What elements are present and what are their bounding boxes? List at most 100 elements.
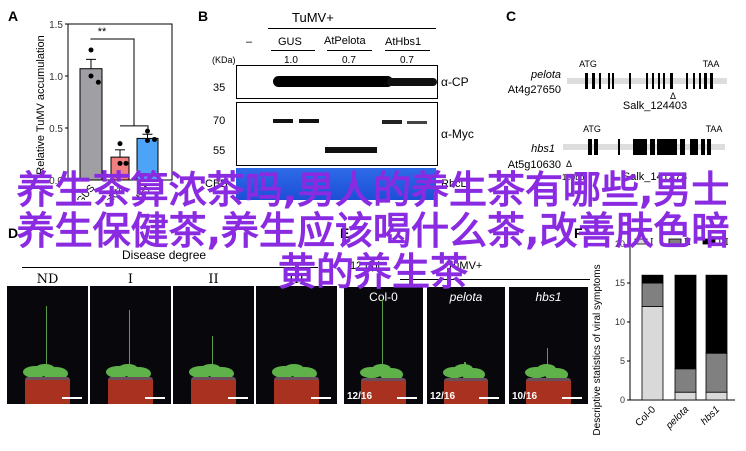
- pelota-locus: At4g27650: [508, 84, 561, 96]
- panel-label-f: F: [574, 225, 583, 241]
- data-point: [117, 160, 123, 166]
- blot-cbb-stain: [236, 168, 436, 200]
- header-line: [400, 279, 590, 280]
- panel-label-a: A: [8, 8, 19, 24]
- hbs1-stop: TAA: [706, 124, 723, 134]
- bar-segment-hbs1-I: [705, 391, 728, 401]
- bar-segment-hbs1-II: [705, 352, 728, 393]
- significance-label: **: [98, 26, 107, 38]
- antibody-cp: α-CP: [441, 75, 469, 89]
- stain-rbcl: RbcL: [441, 178, 467, 190]
- y-tick-label: 15: [615, 278, 625, 288]
- blot-cp: [236, 65, 438, 99]
- hbs1-name: hbs1: [531, 143, 555, 155]
- bar-segment-pelota-I: [674, 391, 697, 401]
- ratio-athbs1: 0.7: [400, 55, 414, 66]
- data-point: [88, 47, 94, 53]
- bar-segment-pelota-III: [674, 274, 697, 370]
- genotype-label: pelota: [449, 290, 483, 304]
- dpi-label: 12 dpi: [350, 260, 380, 272]
- x-tick-label: Col-0: [633, 404, 658, 429]
- hbs1-extra: 180bp: [562, 173, 585, 182]
- significance-bracket: [90, 38, 149, 133]
- hbs1-locus: At5g10630: [508, 159, 561, 171]
- kda-label: (KDa): [212, 55, 236, 65]
- genotype-label: Col-0: [369, 290, 398, 304]
- genotype-label: hbs1: [535, 290, 562, 304]
- hbs1-start: ATG: [583, 124, 601, 134]
- lane-minus: –: [246, 36, 253, 48]
- y-tick-label: 0: [620, 395, 625, 405]
- bar-segment-pelota-II: [674, 368, 697, 393]
- degree-label: I: [127, 272, 134, 287]
- svg-text:Δ: Δ: [670, 91, 676, 101]
- data-point: [145, 137, 150, 143]
- legend-swatch: [634, 238, 648, 245]
- plant-photo-pelota: pelota 12/16: [427, 287, 505, 404]
- pelota-insert: Salk_124403: [623, 100, 687, 112]
- disease-degree-title: Disease degree: [122, 248, 207, 262]
- plant-photo-hbs1: hbs1 10/16: [509, 287, 588, 404]
- plant-photo-ii: [173, 286, 254, 404]
- scale-bar: [311, 397, 331, 399]
- y-axis-label: Descriptive statistics of viral symptoms: [592, 264, 603, 435]
- lane-athbs1: AtHbs1: [385, 36, 422, 48]
- panel-label-c: C: [506, 8, 517, 24]
- legend-swatch: [702, 238, 716, 245]
- ratio-gus: 1.0: [284, 55, 298, 66]
- marker-35: 35: [213, 82, 226, 94]
- degree-label: II: [208, 272, 219, 287]
- scale-bar: [62, 397, 82, 399]
- bar-segment-hbs1-III: [705, 274, 728, 354]
- pelota-name: pelota: [530, 69, 561, 81]
- lane-atpelota: AtPelota: [324, 35, 366, 47]
- pot: [190, 377, 237, 404]
- data-point: [95, 79, 101, 85]
- panel-f-stacked-bar-chart: Descriptive statistics of viral symptoms…: [592, 238, 735, 436]
- pot: [24, 377, 71, 404]
- ratio-atpelota: 0.7: [342, 55, 356, 66]
- data-point: [123, 160, 129, 166]
- x-tick-label: hbs1: [699, 404, 722, 427]
- plant-photo-col-0: Col-0 12/16: [344, 287, 423, 404]
- ratio-label: 10/16: [512, 391, 538, 402]
- panel-label-b: B: [198, 8, 209, 24]
- pelota-stop: TAA: [703, 59, 720, 69]
- y-tick-label: 20: [615, 239, 625, 249]
- scale-bar: [562, 397, 582, 399]
- x-tick-label: pelota: [663, 404, 691, 432]
- pot: [107, 377, 154, 404]
- y-tick-label: 5: [620, 356, 625, 366]
- pot: [444, 377, 488, 404]
- pot: [361, 377, 406, 404]
- panel-label-e: E: [340, 225, 350, 241]
- plant-photo-iii: [256, 286, 337, 404]
- ratio-label: 12/16: [430, 391, 456, 402]
- data-point: [88, 73, 94, 79]
- y-axis-label: Relative TuMV accumulation: [35, 35, 47, 174]
- panel-a-bar-chart: Relative TuMV accumulation ** 0.0 0.5 1.0 1…: [35, 20, 173, 200]
- blot-myc: [236, 102, 438, 166]
- marker-55: 55: [213, 145, 226, 157]
- pot: [273, 377, 320, 404]
- hbs1-insert: Salk_141373: [623, 171, 687, 183]
- bar-segment-col-0-III: [641, 274, 664, 284]
- header-line: [268, 28, 436, 29]
- tumv-header: TuMV+: [292, 10, 334, 25]
- overlay-title-text: 养生茶算浓茶吗,男人的养生茶有哪些,男士养生保健茶,养生应该喝什么茶,改善肤色暗…: [16, 168, 730, 294]
- degree-label: ND: [36, 272, 59, 287]
- svg-text:Δ: Δ: [566, 159, 572, 169]
- scale-bar: [397, 397, 417, 399]
- marker-70: 70: [213, 115, 226, 127]
- lane-gus: GUS: [278, 36, 302, 48]
- data-point: [152, 136, 157, 142]
- bar-segment-col-0-I: [641, 306, 664, 401]
- legend-label: II: [684, 238, 692, 248]
- antibody-myc: α-Myc: [441, 127, 474, 141]
- lane-line: [271, 50, 315, 51]
- legend-swatch: [668, 238, 682, 245]
- stain-cbb: CBB: [205, 178, 228, 190]
- scale-bar: [228, 397, 248, 399]
- pot: [526, 377, 571, 404]
